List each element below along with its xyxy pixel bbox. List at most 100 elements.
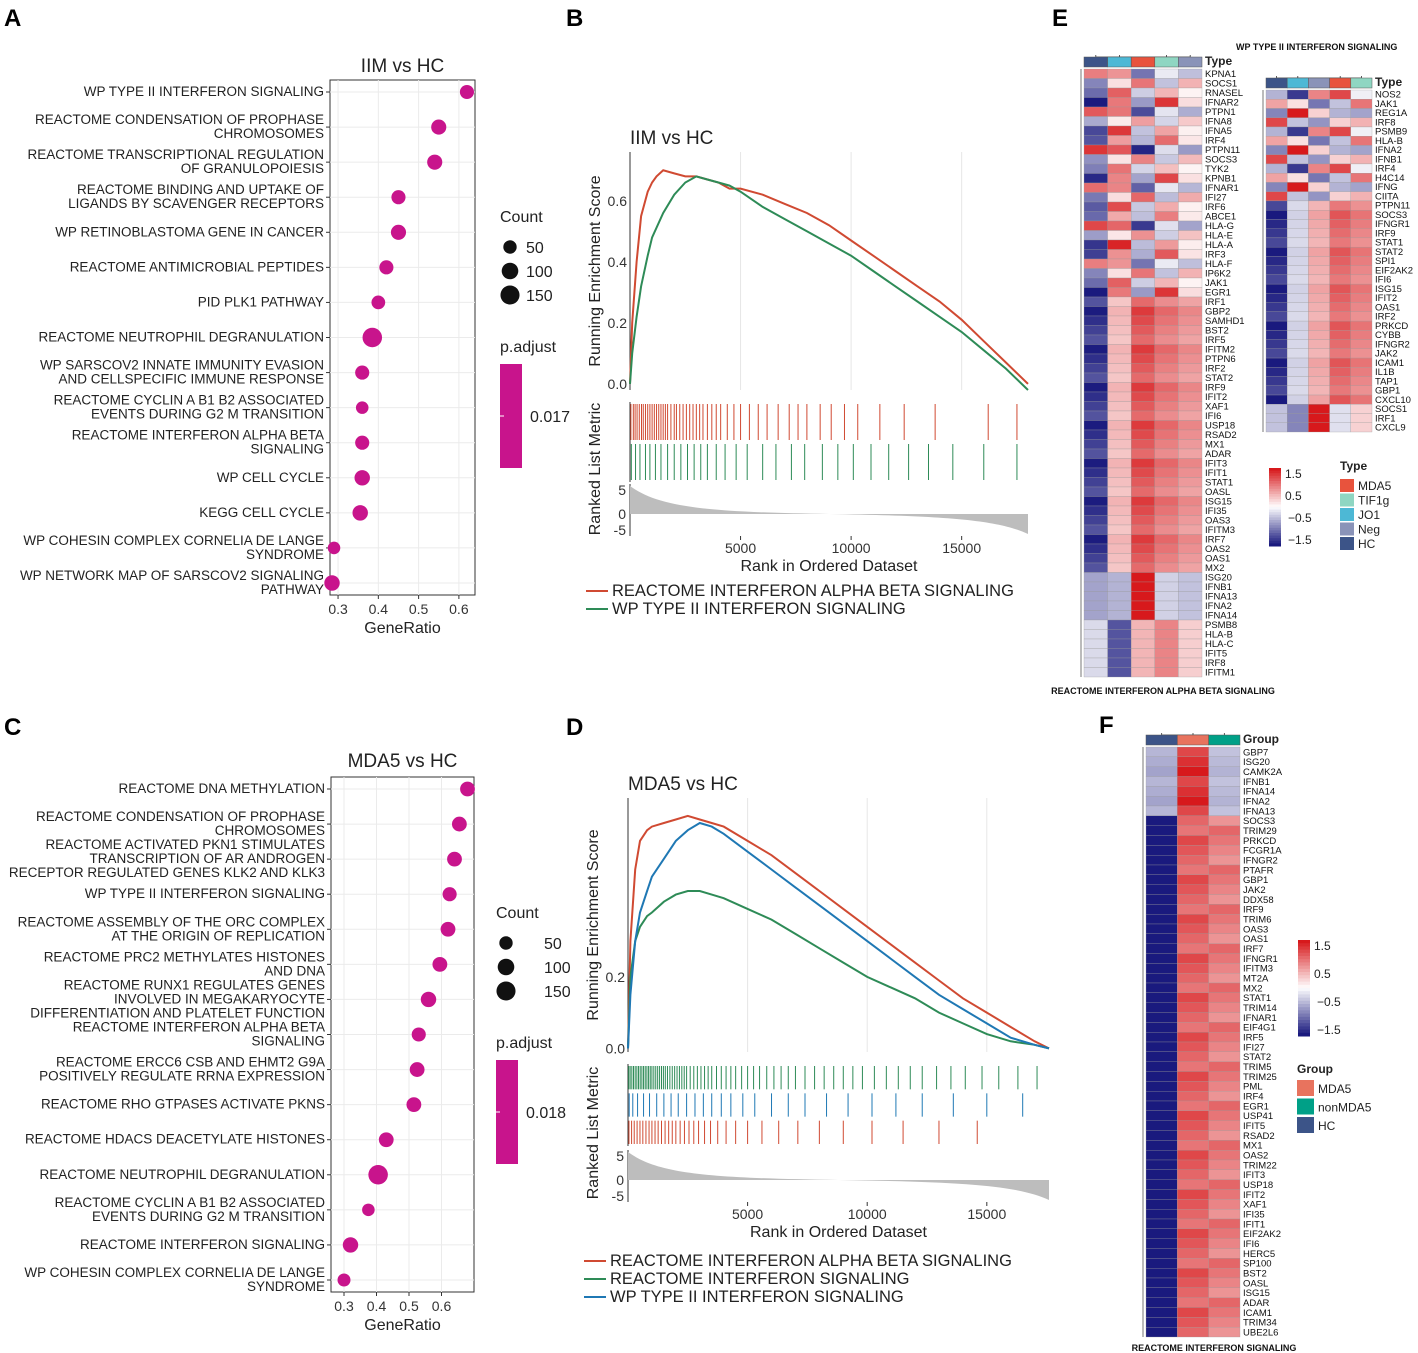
gene-label: IRF9 xyxy=(1375,228,1396,239)
heat-cell xyxy=(1178,581,1203,592)
heat-cell xyxy=(1145,1130,1178,1141)
heat-cell xyxy=(1329,126,1351,137)
legend-padj-value: 0.017 xyxy=(530,409,570,426)
heat-cell xyxy=(1208,1051,1241,1062)
heat-cell xyxy=(1131,382,1155,393)
heat-cell xyxy=(1350,237,1373,248)
legend-label: WP TYPE II INTERFERON SIGNALING xyxy=(612,600,906,618)
y-axis-title: Running Enrichment Score xyxy=(587,175,604,366)
term-label: WP CELL CYCLE xyxy=(217,470,324,485)
heat-cell xyxy=(1308,228,1330,239)
heat-cell xyxy=(1145,1100,1178,1111)
heat-cell xyxy=(1154,201,1179,212)
heat-cell xyxy=(1329,136,1351,146)
heat-cell xyxy=(1131,315,1155,326)
colorbar-step xyxy=(1298,1032,1310,1037)
heat-cell xyxy=(1329,422,1351,433)
heat-cell xyxy=(1287,246,1309,257)
heat-cell xyxy=(1145,1091,1178,1102)
heat-cell xyxy=(1308,413,1330,423)
heat-cell xyxy=(1178,211,1203,222)
gene-label: SOCS3 xyxy=(1205,155,1237,166)
heat-cell xyxy=(1107,353,1132,364)
heat-cell xyxy=(1083,420,1108,431)
heat-cell xyxy=(1107,391,1132,402)
gene-label: IFNA2 xyxy=(1375,145,1402,156)
heat-cell xyxy=(1131,287,1155,298)
x-tick-label: 5000 xyxy=(725,540,756,556)
gene-label: IFIT2 xyxy=(1243,1190,1265,1201)
heat-cell xyxy=(1145,933,1178,944)
heat-cell xyxy=(1154,287,1179,298)
heat-cell xyxy=(1177,1199,1209,1210)
gene-label: IFNG xyxy=(1375,182,1398,193)
heat-cell xyxy=(1178,163,1203,174)
colorbar-step xyxy=(1298,1020,1310,1024)
legend-padj-bar xyxy=(496,1060,518,1164)
heat-cell xyxy=(1208,894,1241,905)
gene-label: IFI35 xyxy=(1243,1210,1265,1221)
heat-cell xyxy=(1308,367,1330,377)
heat-cell xyxy=(1350,367,1373,377)
heat-cell xyxy=(1350,136,1373,146)
heat-cell xyxy=(1154,467,1179,478)
heat-cell xyxy=(1178,467,1203,478)
metric-tick-label: -5 xyxy=(612,1188,625,1204)
heat-cell xyxy=(1177,933,1209,944)
heat-cell xyxy=(1208,1159,1241,1170)
heat-cell xyxy=(1308,293,1330,303)
dot-point xyxy=(391,190,406,205)
gene-label: IFIT1 xyxy=(1205,468,1227,479)
heat-cell xyxy=(1107,249,1132,260)
gene-label: BST2 xyxy=(1243,1269,1267,1280)
heat-cell xyxy=(1265,385,1288,396)
heat-cell xyxy=(1107,486,1132,497)
panel-letter: E xyxy=(1052,5,1068,32)
legend-size-dot xyxy=(497,958,515,976)
gene-label: IFITM3 xyxy=(1243,964,1273,975)
heat-cell xyxy=(1083,182,1108,193)
heat-cell xyxy=(1154,534,1179,545)
heat-cell xyxy=(1177,894,1209,905)
dot-point xyxy=(411,1027,426,1042)
colorbar-step xyxy=(1298,988,1310,992)
heat-cell xyxy=(1107,515,1132,526)
term-label: REACTOME INTERFERON ALPHA BETA xyxy=(72,428,324,443)
heat-cell xyxy=(1107,287,1132,298)
heat-cell xyxy=(1350,145,1373,155)
heat-cell xyxy=(1208,884,1241,895)
heat-cell xyxy=(1208,786,1241,797)
colorbar-step xyxy=(1298,1029,1310,1034)
heat-cell xyxy=(1350,302,1373,312)
gene-label: IFNGR2 xyxy=(1243,856,1278,867)
heat-cell xyxy=(1208,914,1241,925)
gene-label: NOS2 xyxy=(1375,90,1401,101)
dendro-link xyxy=(1276,76,1362,79)
heat-cell xyxy=(1308,126,1330,137)
gene-label: JAK1 xyxy=(1375,99,1398,110)
y-tick-label: 0.0 xyxy=(608,376,628,392)
heat-cell xyxy=(1329,145,1351,155)
heat-cell xyxy=(1107,154,1132,165)
heat-cell xyxy=(1131,239,1155,250)
heat-cell xyxy=(1131,372,1155,383)
heat-cell xyxy=(1177,1169,1209,1180)
gene-label: PTAFR xyxy=(1243,865,1274,876)
heat-cell xyxy=(1177,963,1209,974)
heat-cell xyxy=(1177,1110,1209,1121)
heat-cell xyxy=(1208,963,1241,974)
gene-label: IFI35 xyxy=(1205,506,1227,517)
heat-cell xyxy=(1154,258,1179,269)
heat-cell xyxy=(1287,404,1309,414)
heat-cell xyxy=(1107,277,1132,288)
heat-cell xyxy=(1178,144,1203,155)
legend-label: JO1 xyxy=(1358,508,1380,522)
heat-cell xyxy=(1154,173,1179,184)
heat-cell xyxy=(1145,904,1178,915)
heat-cell xyxy=(1178,629,1203,640)
heat-cell xyxy=(1350,163,1373,174)
heat-cell xyxy=(1083,287,1108,298)
heat-cell xyxy=(1178,429,1203,440)
gene-label: CXCL9 xyxy=(1375,423,1406,434)
